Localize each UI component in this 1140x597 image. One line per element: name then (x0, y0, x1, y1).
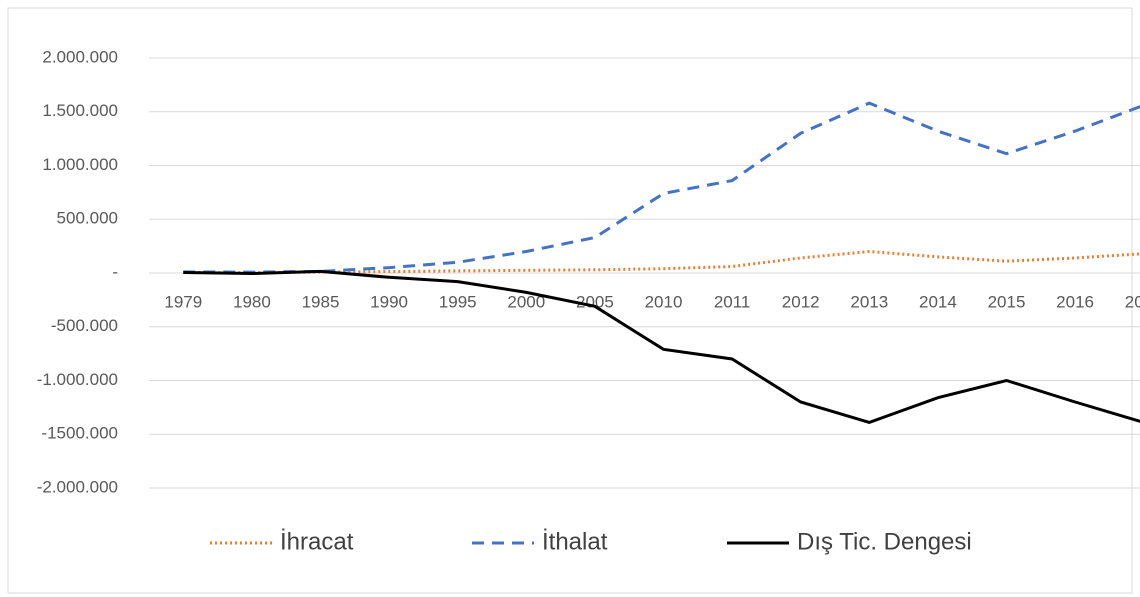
x-tick-label: 1990 (370, 292, 408, 311)
x-tick-label: 1980 (233, 292, 271, 311)
x-tick-label: 2011 (714, 292, 751, 311)
legend: İthalat (542, 528, 608, 555)
x-tick-label: 2010 (645, 292, 683, 311)
x-tick-label: 1985 (302, 292, 340, 311)
y-tick-label: 1.500.000 (42, 101, 118, 120)
y-tick-label: -500.000 (51, 316, 118, 335)
y-tick-label: -2.000.000 (37, 477, 118, 496)
y-tick-label: 500.000 (57, 209, 118, 228)
x-tick-label: 2012 (782, 292, 820, 311)
y-tick-label: -1500.000 (41, 424, 118, 443)
y-tick-label: -1.000.000 (37, 370, 118, 389)
series-line (183, 101, 1140, 274)
x-tick-label: 1979 (164, 292, 202, 311)
x-tick-label: 1995 (439, 292, 477, 311)
x-tick-label: 2016 (1056, 292, 1094, 311)
legend: Dış Tic. Dengesi (797, 528, 972, 555)
legend: İhracat (280, 528, 354, 555)
y-tick-label: - (112, 262, 118, 281)
x-tick-label: 2000 (507, 292, 545, 311)
series-line (183, 269, 1140, 425)
x-tick-label: 2017 (1125, 292, 1140, 311)
y-tick-label: 1.000.000 (42, 155, 118, 174)
x-tick-label: 2013 (850, 292, 888, 311)
x-tick-label: 2014 (919, 292, 957, 311)
y-tick-label: 2.000.000 (42, 47, 118, 66)
x-tick-label: 2005 (576, 292, 614, 311)
x-tick-label: 2015 (988, 292, 1026, 311)
